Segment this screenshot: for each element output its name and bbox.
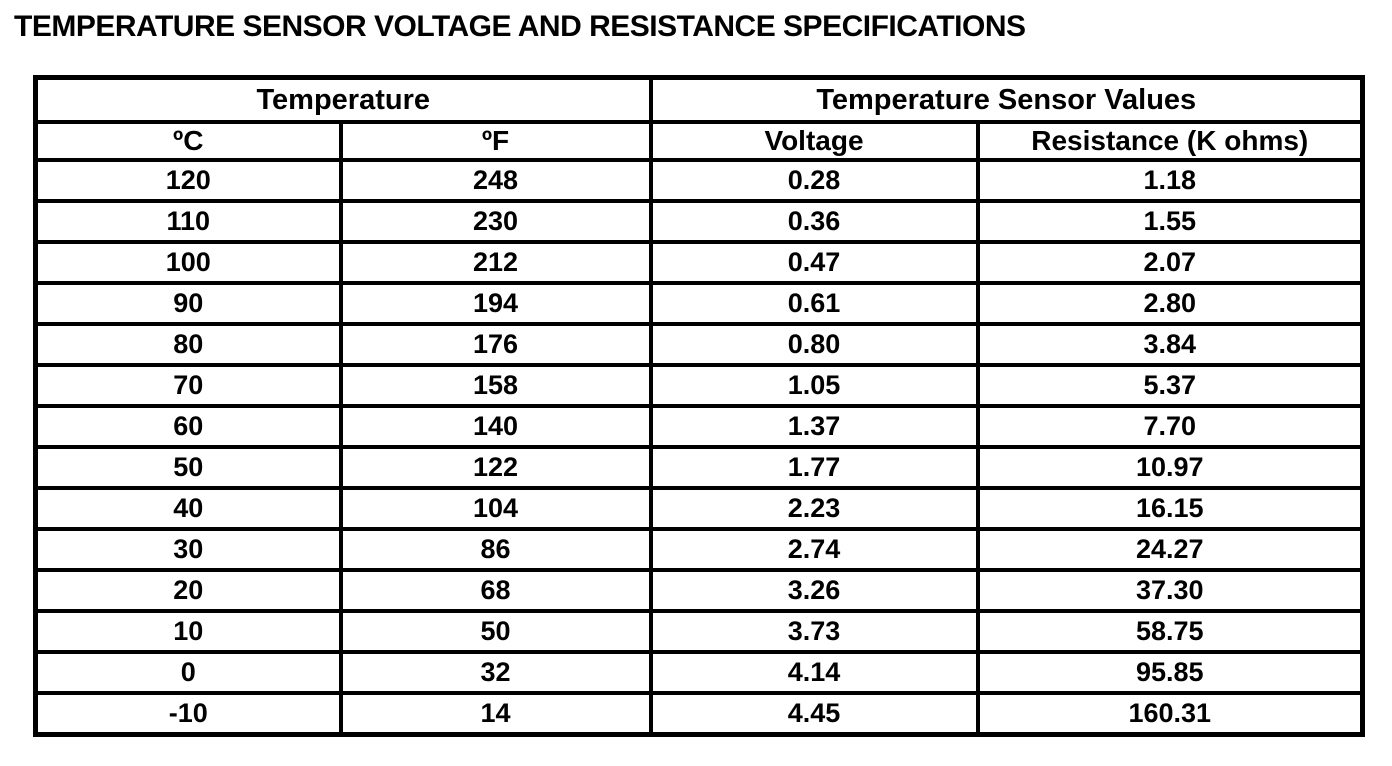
table-row: 40 104 2.23 16.15 — [33, 486, 1365, 531]
cell-voltage: 0.28 — [648, 158, 980, 203]
cell-celsius: 40 — [33, 486, 343, 531]
cell-fahrenheit: 212 — [338, 240, 653, 285]
table-row: 30 86 2.74 24.27 — [33, 527, 1365, 572]
page-title: TEMPERATURE SENSOR VOLTAGE AND RESISTANC… — [14, 10, 1026, 43]
cell-celsius: 90 — [33, 281, 343, 326]
cell-voltage: 4.45 — [648, 691, 980, 737]
table-body: 120 248 0.28 1.18 110 230 0.36 1.55 100 212 0.47 2.… — [33, 158, 1365, 737]
table-row: 90 194 0.61 2.80 — [33, 281, 1365, 326]
table-row: 110 230 0.36 1.55 — [33, 199, 1365, 244]
cell-fahrenheit: 176 — [338, 322, 653, 367]
cell-fahrenheit: 104 — [338, 486, 653, 531]
cell-celsius: -10 — [33, 691, 343, 737]
cell-celsius: 0 — [33, 650, 343, 695]
column-header-voltage: Voltage — [648, 120, 980, 162]
cell-celsius: 100 — [33, 240, 343, 285]
cell-resistance: 16.15 — [975, 486, 1365, 531]
table-row: 50 122 1.77 10.97 — [33, 445, 1365, 490]
column-header-celsius: ºC — [33, 120, 343, 162]
cell-resistance: 24.27 — [975, 527, 1365, 572]
cell-voltage: 0.47 — [648, 240, 980, 285]
cell-celsius: 80 — [33, 322, 343, 367]
cell-celsius: 60 — [33, 404, 343, 449]
table-row: 10 50 3.73 58.75 — [33, 609, 1365, 654]
cell-voltage: 3.73 — [648, 609, 980, 654]
cell-fahrenheit: 50 — [338, 609, 653, 654]
cell-voltage: 1.37 — [648, 404, 980, 449]
table-row: 120 248 0.28 1.18 — [33, 158, 1365, 203]
cell-celsius: 20 — [33, 568, 343, 613]
cell-resistance: 160.31 — [975, 691, 1365, 737]
table-row: 0 32 4.14 95.85 — [33, 650, 1365, 695]
cell-voltage: 0.36 — [648, 199, 980, 244]
table-row: -10 14 4.45 160.31 — [33, 691, 1365, 737]
table-row: 60 140 1.37 7.70 — [33, 404, 1365, 449]
cell-celsius: 10 — [33, 609, 343, 654]
cell-voltage: 4.14 — [648, 650, 980, 695]
cell-fahrenheit: 140 — [338, 404, 653, 449]
cell-voltage: 0.61 — [648, 281, 980, 326]
table-row: 100 212 0.47 2.07 — [33, 240, 1365, 285]
table-row: 20 68 3.26 37.30 — [33, 568, 1365, 613]
column-header-fahrenheit: ºF — [338, 120, 653, 162]
cell-fahrenheit: 248 — [338, 158, 653, 203]
cell-fahrenheit: 32 — [338, 650, 653, 695]
cell-resistance: 58.75 — [975, 609, 1365, 654]
cell-resistance: 37.30 — [975, 568, 1365, 613]
group-header-row: Temperature Temperature Sensor Values — [33, 75, 1365, 124]
cell-voltage: 1.05 — [648, 363, 980, 408]
cell-fahrenheit: 14 — [338, 691, 653, 737]
cell-resistance: 1.55 — [975, 199, 1365, 244]
cell-fahrenheit: 122 — [338, 445, 653, 490]
cell-celsius: 110 — [33, 199, 343, 244]
table-row: 70 158 1.05 5.37 — [33, 363, 1365, 408]
cell-celsius: 50 — [33, 445, 343, 490]
cell-resistance: 3.84 — [975, 322, 1365, 367]
cell-fahrenheit: 68 — [338, 568, 653, 613]
cell-voltage: 2.74 — [648, 527, 980, 572]
cell-resistance: 10.97 — [975, 445, 1365, 490]
cell-fahrenheit: 158 — [338, 363, 653, 408]
document-page: TEMPERATURE SENSOR VOLTAGE AND RESISTANC… — [14, 10, 1366, 737]
spec-table: Temperature Temperature Sensor Values ºC… — [33, 75, 1366, 737]
cell-resistance: 5.37 — [975, 363, 1365, 408]
column-header-resistance: Resistance (K ohms) — [975, 120, 1365, 162]
cell-resistance: 1.18 — [975, 158, 1365, 203]
cell-resistance: 2.07 — [975, 240, 1365, 285]
cell-celsius: 120 — [33, 158, 343, 203]
cell-celsius: 30 — [33, 527, 343, 572]
group-header-temperature: Temperature — [33, 75, 653, 124]
table-row: 80 176 0.80 3.84 — [33, 322, 1365, 367]
cell-voltage: 0.80 — [648, 322, 980, 367]
cell-celsius: 70 — [33, 363, 343, 408]
cell-resistance: 95.85 — [975, 650, 1365, 695]
cell-fahrenheit: 86 — [338, 527, 653, 572]
cell-voltage: 1.77 — [648, 445, 980, 490]
table-header: Temperature Temperature Sensor Values ºC… — [33, 75, 1365, 162]
cell-resistance: 7.70 — [975, 404, 1365, 449]
group-header-sensor-values: Temperature Sensor Values — [648, 75, 1365, 124]
cell-fahrenheit: 230 — [338, 199, 653, 244]
cell-fahrenheit: 194 — [338, 281, 653, 326]
cell-voltage: 3.26 — [648, 568, 980, 613]
cell-voltage: 2.23 — [648, 486, 980, 531]
cell-resistance: 2.80 — [975, 281, 1365, 326]
column-header-row: ºC ºF Voltage Resistance (K ohms) — [33, 120, 1365, 162]
